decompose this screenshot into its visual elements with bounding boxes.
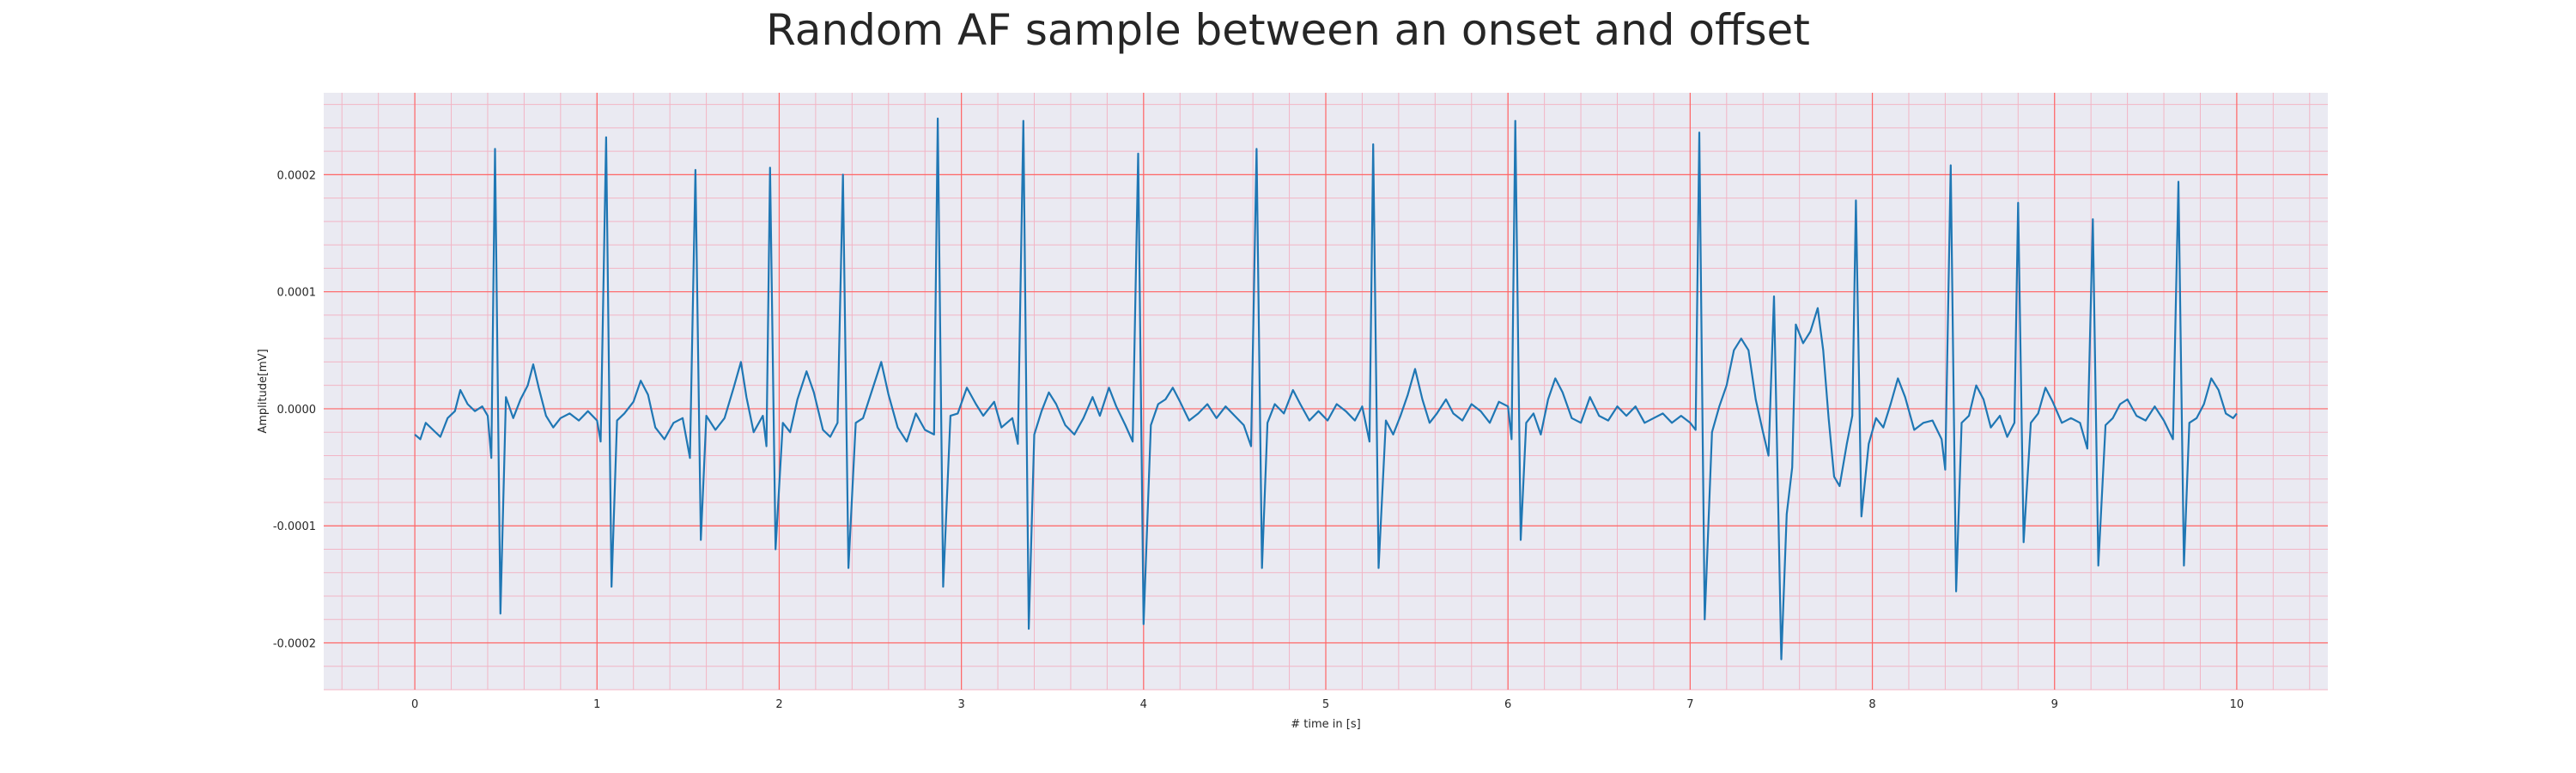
y-tick-label: 0.0000 xyxy=(277,404,317,417)
x-tick-labels: 0 1 2 3 4 5 6 7 8 9 10 xyxy=(411,698,2244,711)
y-tick-label: -0.0001 xyxy=(273,520,316,533)
y-tick-label: 0.0001 xyxy=(277,287,317,300)
y-tick-label: -0.0002 xyxy=(273,637,316,650)
x-tick-label: 7 xyxy=(1686,698,1693,711)
y-axis-label: Amplitude[mV] xyxy=(257,349,270,433)
y-tick-labels: -0.0002 -0.0001 0.0000 0.0001 0.0002 xyxy=(273,169,316,650)
x-tick-label: 3 xyxy=(957,698,964,711)
x-tick-label: 5 xyxy=(1322,698,1329,711)
y-tick-label: 0.0002 xyxy=(277,169,317,182)
x-tick-label: 4 xyxy=(1140,698,1147,711)
series-line xyxy=(414,117,2238,660)
chart-title: Random AF sample between an onset and of… xyxy=(766,5,1810,55)
x-tick-label: 10 xyxy=(2230,698,2245,711)
x-axis-label: # time in [s] xyxy=(1291,718,1360,731)
x-tick-label: 0 xyxy=(411,698,418,711)
x-tick-label: 6 xyxy=(1504,698,1511,711)
x-tick-label: 2 xyxy=(775,698,782,711)
x-tick-label: 8 xyxy=(1868,698,1875,711)
x-tick-label: 1 xyxy=(593,698,600,711)
x-tick-label: 9 xyxy=(2051,698,2058,711)
